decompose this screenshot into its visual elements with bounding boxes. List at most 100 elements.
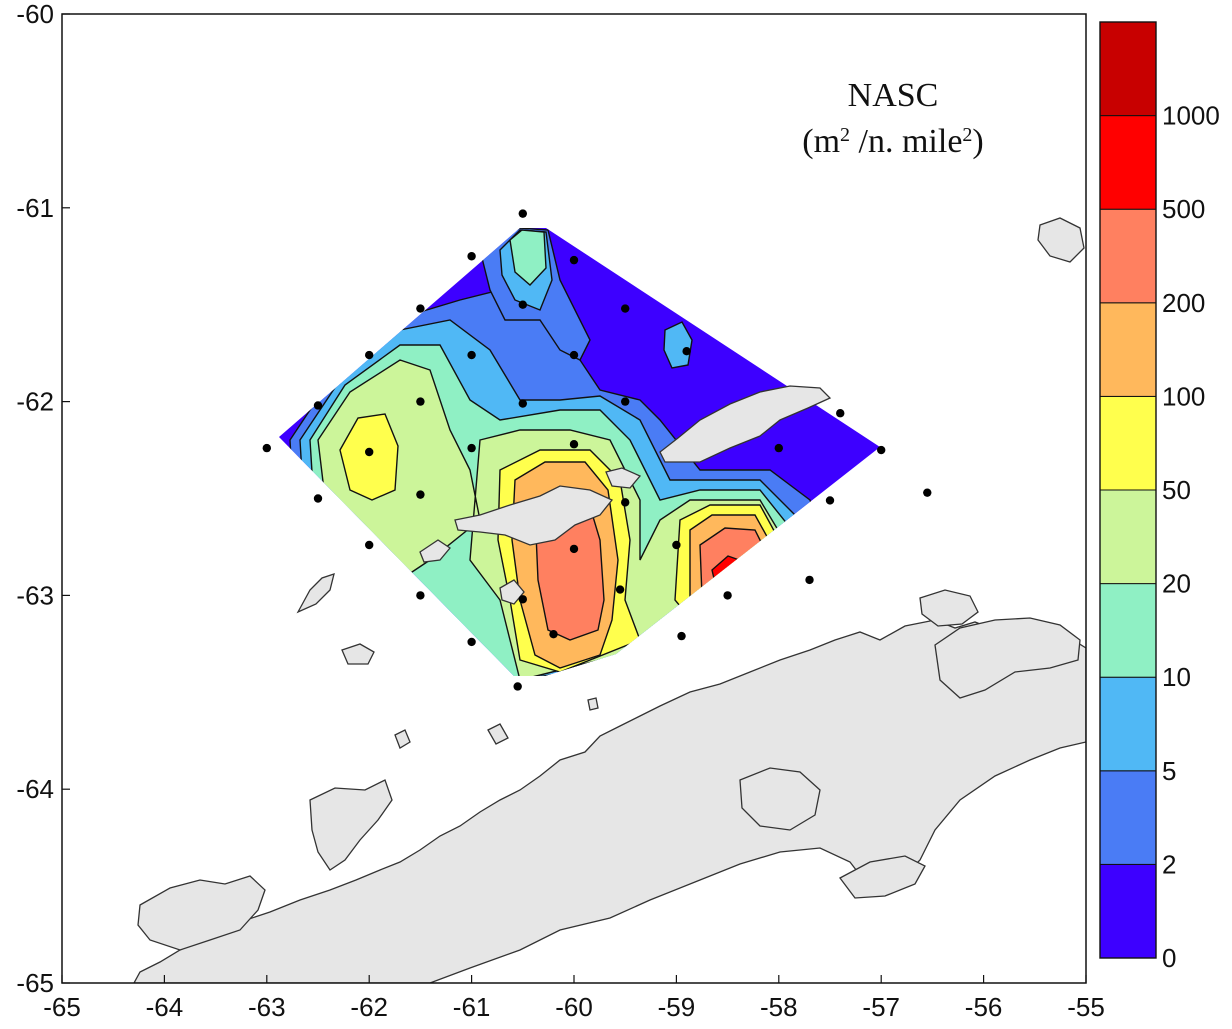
colorbar: 0 2 5 10 20 50 100 200 500 1000: [1099, 21, 1220, 973]
station-dot: [569, 350, 579, 360]
station-dot: [365, 447, 374, 457]
james-ross-island: [739, 767, 821, 831]
colorbar-label: 2: [1162, 849, 1176, 879]
x-tick-label: -58: [760, 992, 798, 1022]
colorbar-swatch: [1099, 863, 1157, 959]
snow-hill-island: [839, 855, 926, 899]
south-shetland-islands: [419, 385, 832, 605]
colorbar-swatch: [1099, 302, 1157, 397]
antarctic-peninsula-land: [133, 619, 1086, 983]
colorbar-label: 10: [1162, 662, 1191, 692]
colorbar-label: 1000: [1162, 101, 1220, 131]
dundee-island: [919, 589, 979, 627]
colorbar-swatch: [1099, 770, 1157, 865]
colorbar-swatch: [1099, 676, 1157, 772]
station-dot: [672, 540, 681, 550]
station-dot: [467, 637, 476, 647]
y-tick-label: -60: [16, 0, 54, 29]
station-dot: [416, 304, 425, 313]
station-dot: [416, 591, 425, 600]
small-islet-2: [487, 723, 509, 745]
contour-blob-east: [663, 321, 693, 369]
station-dot: [416, 490, 425, 499]
livingston-island: [454, 485, 614, 546]
clarence-island: [1037, 217, 1085, 263]
small-islet-1: [394, 729, 411, 749]
station-dot: [365, 350, 374, 360]
legend-title-line2: (m2 /n. mile2): [802, 123, 984, 160]
station-points: [262, 209, 932, 691]
y-tick-label: -64: [16, 774, 54, 804]
colorbar-label: 5: [1162, 756, 1176, 786]
station-dot: [569, 255, 579, 265]
station-dot: [569, 544, 579, 554]
station-dot: [549, 629, 558, 639]
station-dot: [416, 397, 425, 406]
small-islet-3: [587, 697, 599, 711]
brabant-island: [309, 779, 393, 871]
y-tick-label: -65: [16, 968, 54, 998]
station-dot: [313, 494, 323, 503]
joinville-island: [934, 617, 1081, 699]
colorbar-frame: [1099, 21, 1157, 959]
x-tick-label: -57: [862, 992, 900, 1022]
y-tick-label: -63: [16, 580, 54, 610]
station-dot: [877, 445, 886, 455]
colorbar-swatch: [1099, 395, 1157, 491]
station-dot: [621, 498, 630, 507]
station-dot: [513, 682, 522, 691]
y-tick-label: -62: [16, 387, 54, 417]
x-tick-label: -60: [555, 992, 593, 1022]
contour-blob-north-core: [509, 229, 547, 286]
station-dot: [621, 397, 630, 406]
station-dot: [825, 496, 835, 505]
x-tick-label: -56: [965, 992, 1003, 1022]
station-dot: [615, 585, 625, 594]
colorbar-label: 500: [1162, 194, 1205, 224]
y-axis: -60 -61 -62 -63 -64 -65: [16, 0, 70, 998]
colorbar-label: 50: [1162, 475, 1191, 505]
legend-title-line1: NASC: [848, 77, 939, 114]
station-dot: [365, 540, 374, 550]
station-dot: [467, 443, 476, 453]
x-axis: -65 -64 -63 -62 -61 -60 -59 -58 -57 -56 -55: [43, 975, 1105, 1022]
station-dot: [682, 347, 691, 356]
y-tick-label: -61: [16, 193, 54, 223]
king-george-island: [659, 385, 832, 463]
station-dot: [621, 304, 630, 313]
colorbar-label: 100: [1162, 381, 1205, 411]
station-dot: [774, 443, 783, 453]
station-dot: [262, 443, 271, 453]
station-dot: [569, 440, 579, 449]
colorbar-label: 200: [1162, 288, 1205, 318]
smith-island: [296, 573, 335, 614]
low-island: [341, 643, 375, 665]
station-dot: [518, 399, 527, 408]
station-dot: [518, 300, 527, 309]
colorbar-swatch: [1099, 208, 1157, 304]
x-tick-label: -65: [43, 992, 81, 1022]
colorbar-swatch: [1099, 21, 1157, 117]
greenwich-island: [605, 467, 642, 489]
x-tick-label: -63: [248, 992, 286, 1022]
x-tick-label: -61: [453, 992, 491, 1022]
station-dot: [467, 350, 476, 360]
colorbar-swatch: [1099, 583, 1157, 678]
colorbar-swatch: [1099, 115, 1157, 210]
colorbar-label: 0: [1162, 943, 1176, 973]
station-dot: [805, 575, 814, 585]
station-dot: [518, 209, 527, 218]
station-dot: [467, 252, 476, 261]
station-dot: [923, 488, 932, 497]
station-dot: [677, 631, 686, 641]
snow-island: [419, 539, 451, 563]
x-tick-label: -62: [350, 992, 388, 1022]
colorbar-swatch: [1099, 489, 1157, 585]
station-dot: [518, 595, 527, 604]
station-dot: [836, 409, 845, 418]
x-tick-label: -55: [1067, 992, 1105, 1022]
station-dot: [723, 591, 732, 600]
x-tick-label: -59: [658, 992, 696, 1022]
station-dot: [313, 401, 323, 410]
